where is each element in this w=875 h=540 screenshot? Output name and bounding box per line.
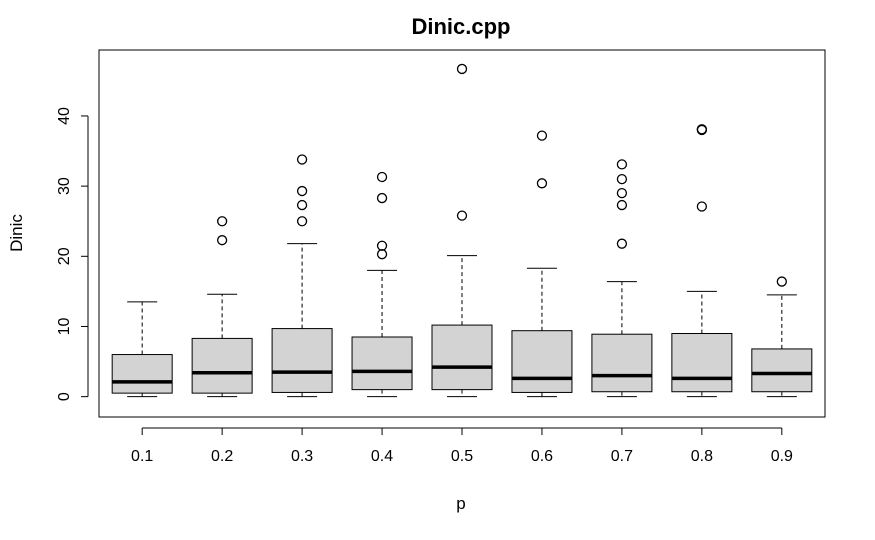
outlier-point bbox=[376, 192, 388, 204]
outlier-point bbox=[216, 235, 228, 246]
y-tick-label: 10 bbox=[56, 317, 73, 335]
box-iqr bbox=[751, 348, 813, 393]
box-iqr bbox=[511, 330, 573, 393]
outlier-point bbox=[456, 63, 468, 75]
x-tick-label: 0.2 bbox=[211, 448, 233, 465]
box-iqr bbox=[671, 332, 733, 393]
outlier-point bbox=[616, 199, 628, 211]
outlier-point bbox=[616, 159, 628, 170]
box-iqr bbox=[271, 328, 333, 393]
x-axis-label: p bbox=[456, 494, 465, 513]
x-tick-label: 0.3 bbox=[291, 448, 313, 465]
outlier-point bbox=[696, 124, 708, 135]
y-axis: 0 10 20 30 40 bbox=[56, 107, 89, 401]
box-0.3 bbox=[271, 154, 333, 398]
box-0.7 bbox=[591, 159, 653, 398]
box-0.6 bbox=[511, 130, 573, 398]
outlier-point bbox=[616, 173, 628, 185]
y-tick-label: 0 bbox=[56, 392, 73, 401]
box-0.2 bbox=[191, 216, 253, 398]
outlier-point bbox=[376, 249, 388, 260]
x-tick-label: 0.4 bbox=[371, 448, 393, 465]
x-tick-label: 0.9 bbox=[771, 448, 793, 465]
outlier-point bbox=[376, 171, 388, 183]
outlier-point bbox=[776, 276, 787, 287]
outlier-point bbox=[296, 154, 308, 165]
x-tick-label: 0.1 bbox=[131, 448, 153, 465]
x-axis: 0.1 0.2 0.3 0.4 0.5 0.6 0.7 0.8 0.9 bbox=[131, 427, 793, 465]
box-iqr bbox=[111, 354, 173, 394]
outlier-point bbox=[296, 199, 308, 211]
outlier-point bbox=[536, 178, 548, 189]
box-series bbox=[111, 63, 813, 398]
x-tick-label: 0.8 bbox=[691, 448, 713, 465]
outlier-point bbox=[456, 210, 468, 221]
outlier-point bbox=[216, 216, 228, 227]
box-iqr bbox=[591, 333, 653, 393]
outlier-point bbox=[696, 201, 708, 212]
plot-area-frame bbox=[98, 49, 826, 418]
box-0.9 bbox=[751, 276, 813, 398]
outlier-point bbox=[296, 185, 308, 197]
y-tick-label: 20 bbox=[56, 247, 73, 265]
outlier-point bbox=[296, 216, 308, 227]
y-axis-label: Dinic bbox=[7, 214, 26, 252]
outlier-point bbox=[536, 130, 548, 141]
box-0.5 bbox=[431, 63, 493, 398]
box-0.4 bbox=[351, 171, 413, 398]
box-iqr bbox=[351, 336, 413, 391]
box-iqr bbox=[191, 337, 253, 394]
chart-title: Dinic.cpp bbox=[411, 14, 510, 39]
y-tick-label: 40 bbox=[56, 107, 73, 125]
outlier-point bbox=[376, 240, 388, 251]
outlier-point bbox=[616, 238, 628, 249]
outlier-point bbox=[616, 188, 628, 199]
x-tick-label: 0.5 bbox=[451, 448, 473, 465]
y-tick-label: 30 bbox=[56, 177, 73, 195]
x-tick-label: 0.6 bbox=[531, 448, 553, 465]
x-tick-label: 0.7 bbox=[611, 448, 633, 465]
box-0.8 bbox=[671, 124, 733, 398]
box-0.1 bbox=[111, 301, 173, 398]
box-iqr bbox=[431, 324, 493, 391]
